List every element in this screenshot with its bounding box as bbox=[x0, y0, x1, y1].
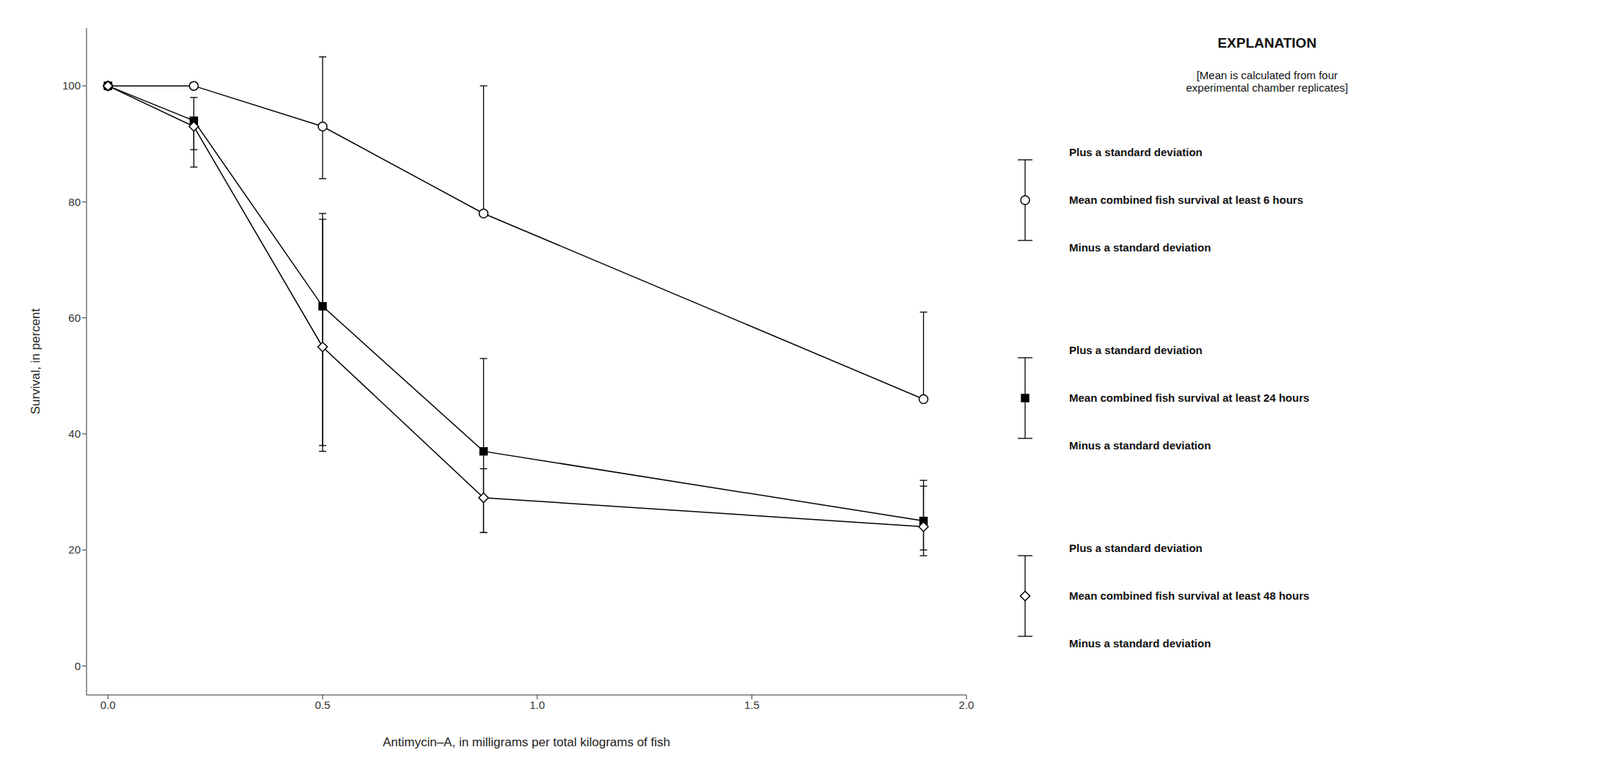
svg-text:100: 100 bbox=[62, 79, 81, 92]
svg-text:0.5: 0.5 bbox=[315, 698, 331, 712]
html-text:Plus a standard deviation: Plus a standard deviation bbox=[1069, 541, 1203, 555]
svg-text:40: 40 bbox=[68, 427, 81, 440]
svg-text:2.0: 2.0 bbox=[959, 698, 975, 712]
html-text:Plus a standard deviation: Plus a standard deviation bbox=[1069, 343, 1203, 357]
html-text:[Mean is calculated from four: [Mean is calculated from four experiment… bbox=[1186, 68, 1349, 94]
html-text:Plus a standard deviation: Plus a standard deviation bbox=[1069, 145, 1203, 159]
svg-text:1.0: 1.0 bbox=[529, 698, 545, 712]
html-text:Minus a standard deviation: Minus a standard deviation bbox=[1069, 439, 1211, 452]
html-text:Mean combined fish survival at: Mean combined fish survival at least 48 … bbox=[1069, 589, 1310, 603]
html-text:EXPLANATION: EXPLANATION bbox=[1217, 35, 1317, 51]
html-text:Minus a standard deviation: Minus a standard deviation bbox=[1069, 241, 1211, 254]
svg-text:1.5: 1.5 bbox=[744, 698, 760, 712]
svg-text:Antimycin–A, in milligrams per: Antimycin–A, in milligrams per total kil… bbox=[382, 735, 671, 750]
html-text:Mean combined fish survival at: Mean combined fish survival at least 6 h… bbox=[1069, 193, 1304, 207]
svg-text:60: 60 bbox=[68, 311, 81, 325]
svg-text:0.0: 0.0 bbox=[100, 698, 116, 712]
svg-text:0: 0 bbox=[74, 659, 81, 673]
svg-text:80: 80 bbox=[68, 195, 81, 209]
svg-text:20: 20 bbox=[68, 543, 81, 556]
html-text:Mean combined fish survival at: Mean combined fish survival at least 24 … bbox=[1069, 391, 1310, 405]
svg-text:Survival, in percent: Survival, in percent bbox=[28, 307, 43, 415]
html-text:Minus a standard deviation: Minus a standard deviation bbox=[1069, 637, 1211, 650]
